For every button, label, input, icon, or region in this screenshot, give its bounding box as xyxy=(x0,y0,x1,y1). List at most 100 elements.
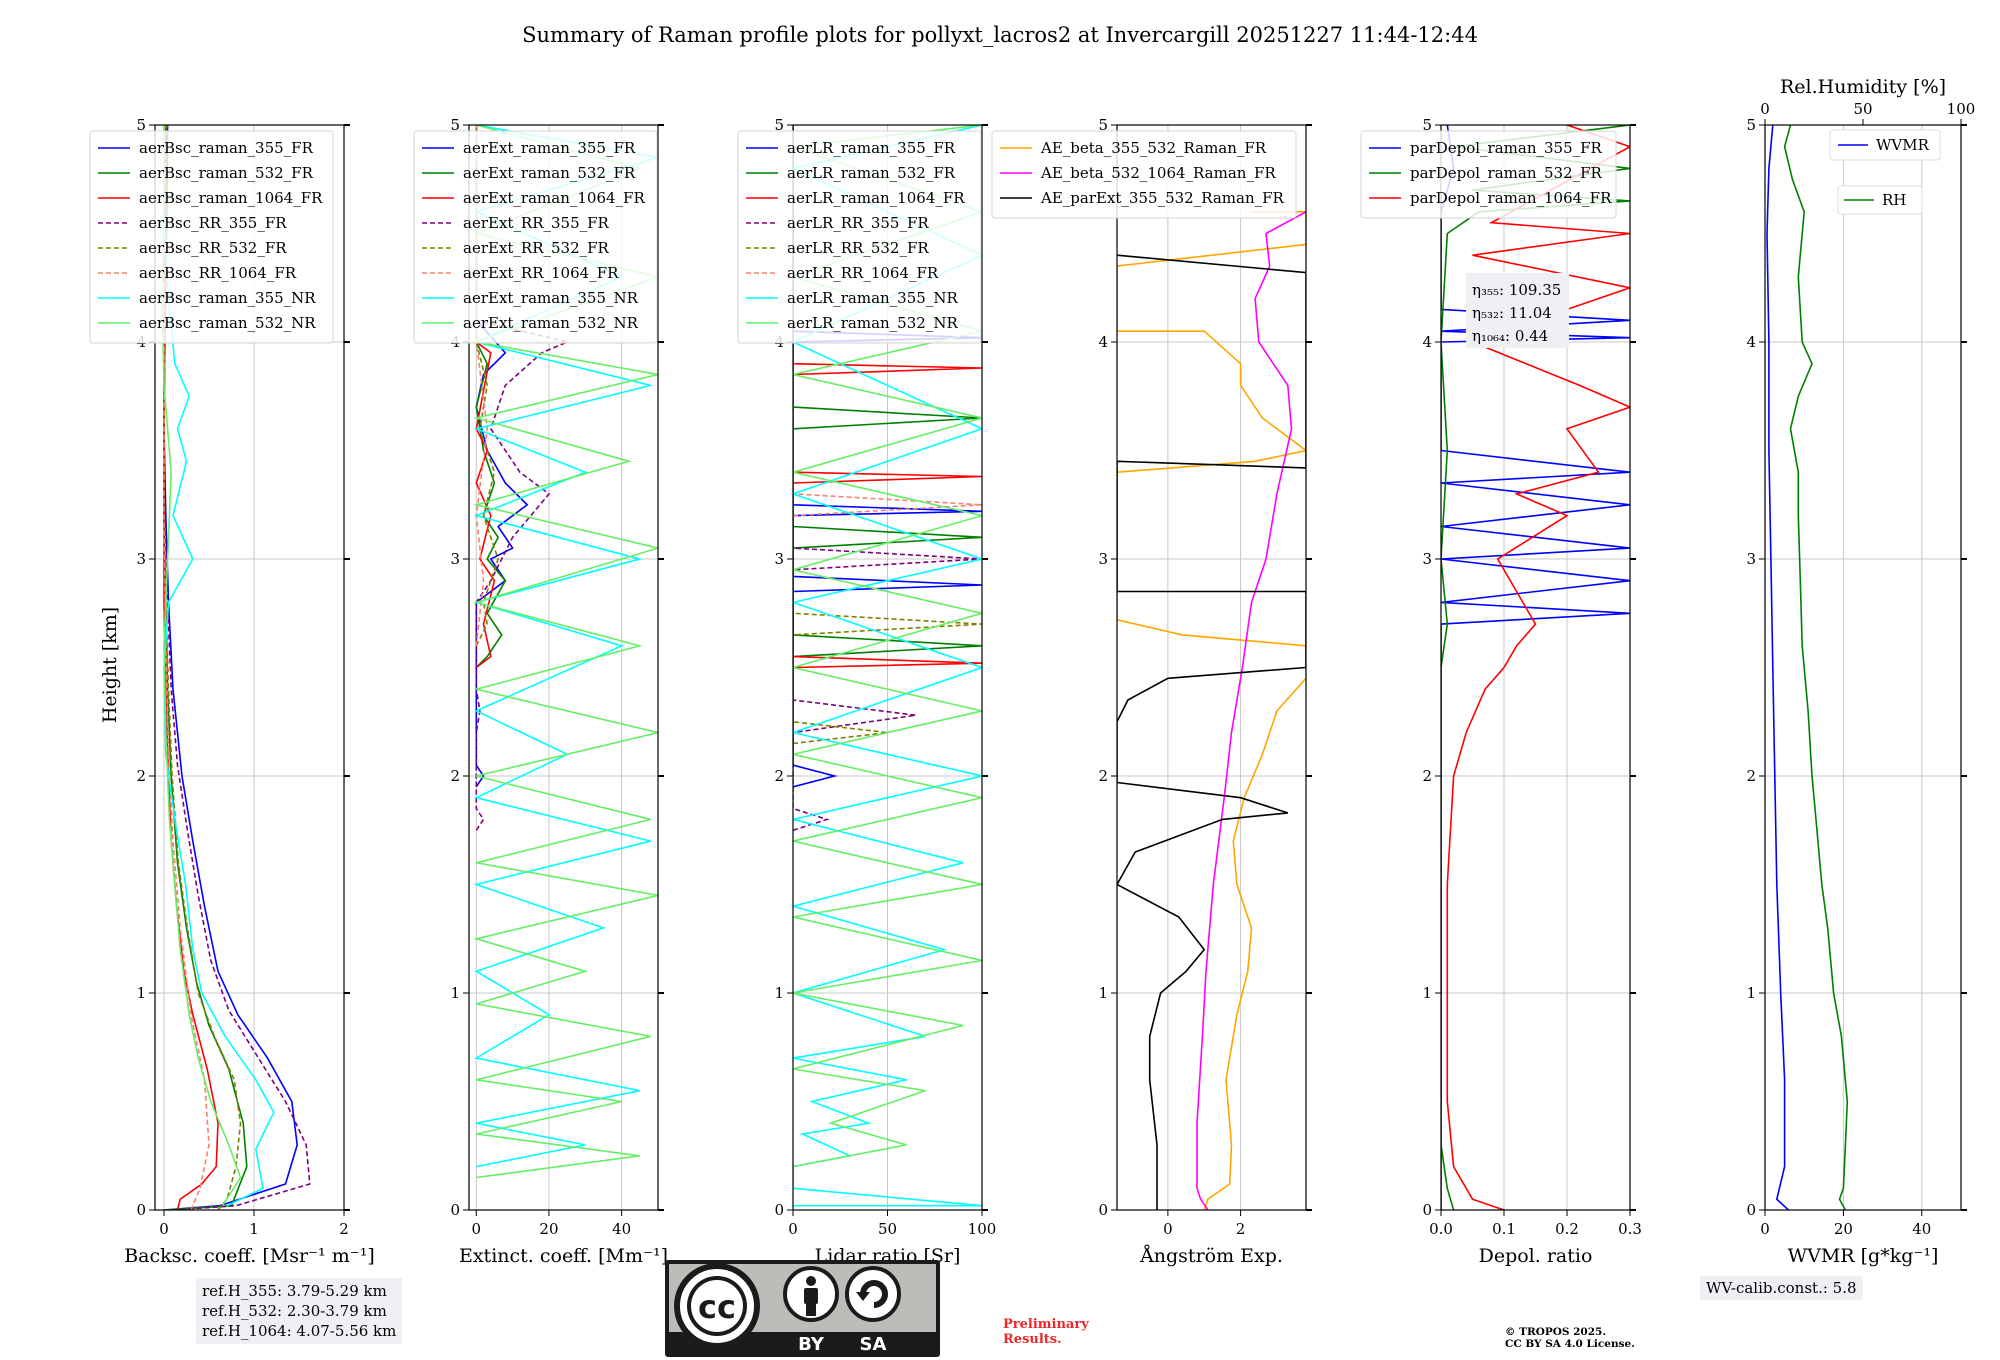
x-tick-label: 0.1 xyxy=(1492,1220,1516,1238)
legend-entry: aerLR_RR_1064_FR xyxy=(787,264,939,282)
x-tick-label: 2 xyxy=(1236,1220,1246,1238)
depol-eta-annotation: η₃₅₅: 109.35 η₅₃₂: 11.04 η₁₀₆₄: 0.44 xyxy=(1466,273,1569,348)
x-tick-label: 0 xyxy=(159,1220,169,1238)
legend-entry: aerExt_raman_532_NR xyxy=(463,314,639,332)
y-tick-label: 2 xyxy=(136,767,146,785)
annotation-box xyxy=(1466,273,1569,348)
y-tick-label: 0 xyxy=(136,1201,146,1219)
sa-label: SA xyxy=(860,1334,887,1355)
series-line-aerExt_raman_532_NR xyxy=(473,125,658,1179)
by-label: BY xyxy=(798,1334,825,1355)
legend-depol: parDepol_raman_355_FR parDepol_raman_532_… xyxy=(1360,130,1617,219)
legend-entry: aerExt_RR_1064_FR xyxy=(463,264,619,282)
legend-entry: aerExt_raman_355_NR xyxy=(463,289,639,307)
legend-entry: aerLR_RR_355_FR xyxy=(787,214,929,232)
x-tick-label: 1 xyxy=(249,1220,259,1238)
legend-entry: aerExt_raman_355_FR xyxy=(463,139,636,157)
y-tick-label: 0 xyxy=(450,1201,460,1219)
y-tick-label: 2 xyxy=(1422,767,1432,785)
gridlines-angstrom xyxy=(1117,125,1306,1210)
sa-share-alike-icon xyxy=(845,1266,901,1322)
series-line-AE_beta_532_1064_Raman_FR xyxy=(1196,211,1306,1210)
legend-entry: aerBsc_raman_355_FR xyxy=(139,139,314,157)
y-tick-label: 5 xyxy=(450,116,460,134)
legend-backscatter: aerBsc_raman_355_FR aerBsc_raman_532_FRae… xyxy=(89,130,334,344)
x-axis-label-backscatter: Backsc. coeff. [Msr⁻¹ m⁻¹] xyxy=(124,1245,375,1267)
x-axis-label-angstrom: Ångström Exp. xyxy=(1139,1245,1283,1267)
y-tick-label: 3 xyxy=(1746,550,1756,568)
y-tick-label: 4 xyxy=(1422,333,1432,351)
series-line-aerExt_raman_355_FR xyxy=(475,125,529,788)
annotation-line: η₁₀₆₄: 0.44 xyxy=(1472,327,1548,345)
series-line-aerExt_RR_532_FR xyxy=(475,125,499,647)
legend-entry: aerBsc_RR_1064_FR xyxy=(139,264,297,282)
x-tick-label: 0 xyxy=(788,1220,798,1238)
series-line-aerExt_raman_532_FR xyxy=(475,125,507,669)
reference-heights-box: ref.H_355: 3.79-5.29 km ref.H_532: 2.30-… xyxy=(196,1278,403,1344)
series-line-aerExt_RR_355_FR xyxy=(475,125,570,831)
figure-title: Summary of Raman profile plots for polly… xyxy=(522,23,1478,47)
legend-entry: aerLR_raman_532_FR xyxy=(787,164,956,182)
legend-entry: aerLR_raman_532_NR xyxy=(787,314,958,332)
y-tick-label: 2 xyxy=(450,767,460,785)
x-tick-label: 20 xyxy=(1834,1220,1853,1238)
legend-box xyxy=(1837,185,1923,215)
series-group-backscatter xyxy=(161,125,311,1210)
y-tick-label: 5 xyxy=(136,116,146,134)
series-group-angstrom xyxy=(1117,211,1306,1210)
series-line-aerLR_raman_355_NR xyxy=(793,125,982,1207)
preliminary-line-1: Preliminary xyxy=(1003,1317,1089,1332)
y-tick-label: 5 xyxy=(774,116,784,134)
x-tick-label: 0.0 xyxy=(1429,1220,1453,1238)
wv-calibration-box: WV-calib.const.: 5.8 xyxy=(1700,1276,1863,1300)
series-line-aerLR_RR_355_FR xyxy=(793,125,982,832)
y-tick-label: 3 xyxy=(450,550,460,568)
plot-frame-extinction xyxy=(468,124,659,1211)
series-group-wvmr xyxy=(1766,125,1849,1210)
series-line-aerBsc_RR_1064_FR xyxy=(163,125,210,1210)
y-tick-label: 4 xyxy=(1098,333,1108,351)
y-tick-label: 2 xyxy=(1746,767,1756,785)
legend-box xyxy=(89,130,334,344)
legend-entry: aerExt_raman_1064_FR xyxy=(463,189,645,207)
y-tick-label: 0 xyxy=(1422,1201,1432,1219)
legend-entry: aerLR_raman_355_FR xyxy=(787,139,956,157)
y-tick-label: 1 xyxy=(450,984,460,1002)
series-line-aerLR_raman_1064_FR xyxy=(793,125,982,669)
plot-frame-wvmr xyxy=(1764,124,1962,1211)
legend-entry: parDepol_raman_1064_FR xyxy=(1410,189,1612,207)
legend-entry: aerExt_RR_532_FR xyxy=(463,239,610,257)
x-tick-label: 2 xyxy=(339,1220,349,1238)
x-tick-label: 0 xyxy=(471,1220,481,1238)
plot-frame-backscatter xyxy=(154,124,345,1211)
legend-entry: aerBsc_raman_532_FR xyxy=(139,164,314,182)
y-tick-label: 2 xyxy=(1098,767,1108,785)
legend-entry: AE_beta_355_532_Raman_FR xyxy=(1040,139,1267,157)
x-axis-label-extinction: Extinct. coeff. [Mm⁻¹] xyxy=(459,1245,668,1267)
y-tick-label: 0 xyxy=(774,1201,784,1219)
x-axis-label-depol: Depol. ratio xyxy=(1479,1245,1593,1267)
top-x-tick-label: 0 xyxy=(1760,100,1770,118)
series-line-aerLR_RR_1064_FR xyxy=(793,125,982,517)
legend-entry: aerBsc_raman_355_NR xyxy=(139,289,316,307)
x-axis-label-wvmr: WVMR [g*kg⁻¹] xyxy=(1788,1245,1939,1267)
legend-entry: AE_beta_532_1064_Raman_FR xyxy=(1040,164,1276,182)
x-tick-label: 50 xyxy=(878,1220,897,1238)
y-tick-label: 2 xyxy=(774,767,784,785)
plot-frame-depol xyxy=(1440,124,1631,1211)
copyright-line-2: CC BY SA 4.0 License. xyxy=(1505,1338,1635,1350)
legend-entry: aerBsc_RR_532_FR xyxy=(139,239,287,257)
legend-entry: WVMR xyxy=(1876,136,1930,154)
series-line-parDepol_raman_1064_FR xyxy=(1446,125,1630,1210)
copyright-line-1: © TROPOS 2025. xyxy=(1505,1326,1607,1338)
panel-wvmr: 0 20 40 0 1 2 3 4 5 WVMR [g*kg⁻¹] 0 50 100Rel.Humidi… xyxy=(1746,76,1975,1267)
legend-entry: aerBsc_raman_532_NR xyxy=(139,314,316,332)
legend-entry: aerExt_raman_532_FR xyxy=(463,164,636,182)
ref-height-1064: ref.H_1064: 4.07-5.56 km xyxy=(202,1322,397,1340)
series-line-aerBsc_RR_532_FR xyxy=(163,125,242,1210)
top-x-tick-label: 100 xyxy=(1947,100,1976,118)
legend-rh: RH xyxy=(1837,185,1923,215)
panel-extinction: 02040012345Extinct. coeff. [Mm⁻¹]aerExt_… xyxy=(413,116,668,1267)
y-tick-label: 3 xyxy=(774,550,784,568)
